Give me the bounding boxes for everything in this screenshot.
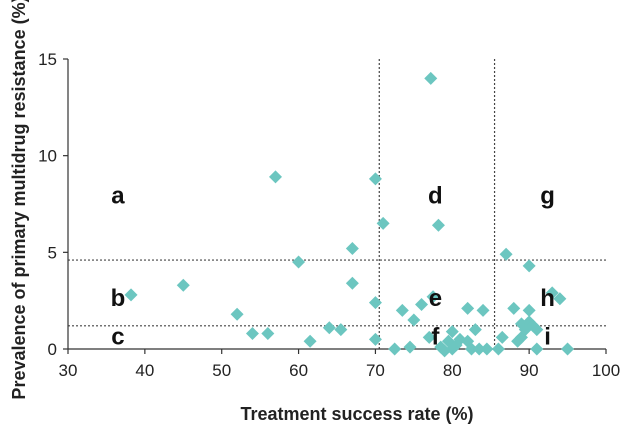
data-point [472,342,486,356]
region-labels: a bc d ef g hi [111,182,555,350]
data-point [334,323,348,337]
data-point [445,325,459,339]
region-label: f [431,323,440,350]
tick-labels: 30 40 50 60 70 80 90 100 0 5 10 15 [38,50,620,380]
data-point [368,172,382,186]
data-point [507,301,521,315]
data-point [422,330,436,344]
data-point [545,286,559,300]
region-label: e [429,285,442,312]
data-point [426,290,440,304]
data-point [522,259,536,273]
x-tick-label: 60 [289,361,308,380]
data-point [124,288,138,302]
data-point [407,313,421,327]
data-point [468,323,482,337]
x-tick-label: 80 [443,361,462,380]
data-point [345,241,359,255]
data-point [403,340,417,354]
data-point [553,292,567,306]
data-point [424,71,438,85]
data-point [322,321,336,335]
x-tick-label: 100 [592,361,620,380]
data-point [303,334,317,348]
data-point [480,342,494,356]
data-point [388,342,402,356]
data-point [476,303,490,317]
region-label: h [540,285,555,312]
data-point [368,296,382,310]
data-point [499,247,513,261]
x-axis-label: Treatment success rate (%) [240,404,473,424]
data-point [561,342,575,356]
data-point [495,330,509,344]
data-point [269,170,283,184]
data-point [376,216,390,230]
data-point [530,323,544,337]
data-point [245,327,259,341]
data-point [292,255,306,269]
data-point [522,303,536,317]
data-point [465,342,478,356]
data-points [124,71,575,358]
x-tick-label: 90 [520,361,539,380]
data-point [530,342,544,356]
region-label: d [428,182,443,209]
y-tick-label: 10 [38,147,57,166]
data-point [431,218,445,232]
data-point [395,303,409,317]
region-label: g [540,182,555,209]
data-point [176,278,190,292]
y-tick-label: 15 [38,50,57,69]
data-point [461,301,475,315]
data-point [368,332,382,346]
data-point [261,327,275,341]
region-label: b [111,285,126,312]
data-point [415,298,429,312]
x-tick-label: 30 [59,361,78,380]
y-tick-label: 0 [48,340,57,359]
y-axis-label: Prevalence of primary multidrug resistan… [9,0,29,400]
data-point [345,276,359,290]
region-label: i [544,323,551,350]
x-tick-label: 70 [366,361,385,380]
threshold-lines [68,59,606,349]
data-point [491,342,505,356]
region-label: a [111,182,125,209]
y-tick-label: 5 [48,243,57,262]
x-tick-label: 40 [135,361,154,380]
region-label: c [111,323,124,350]
data-point [230,307,244,321]
x-tick-label: 50 [212,361,231,380]
